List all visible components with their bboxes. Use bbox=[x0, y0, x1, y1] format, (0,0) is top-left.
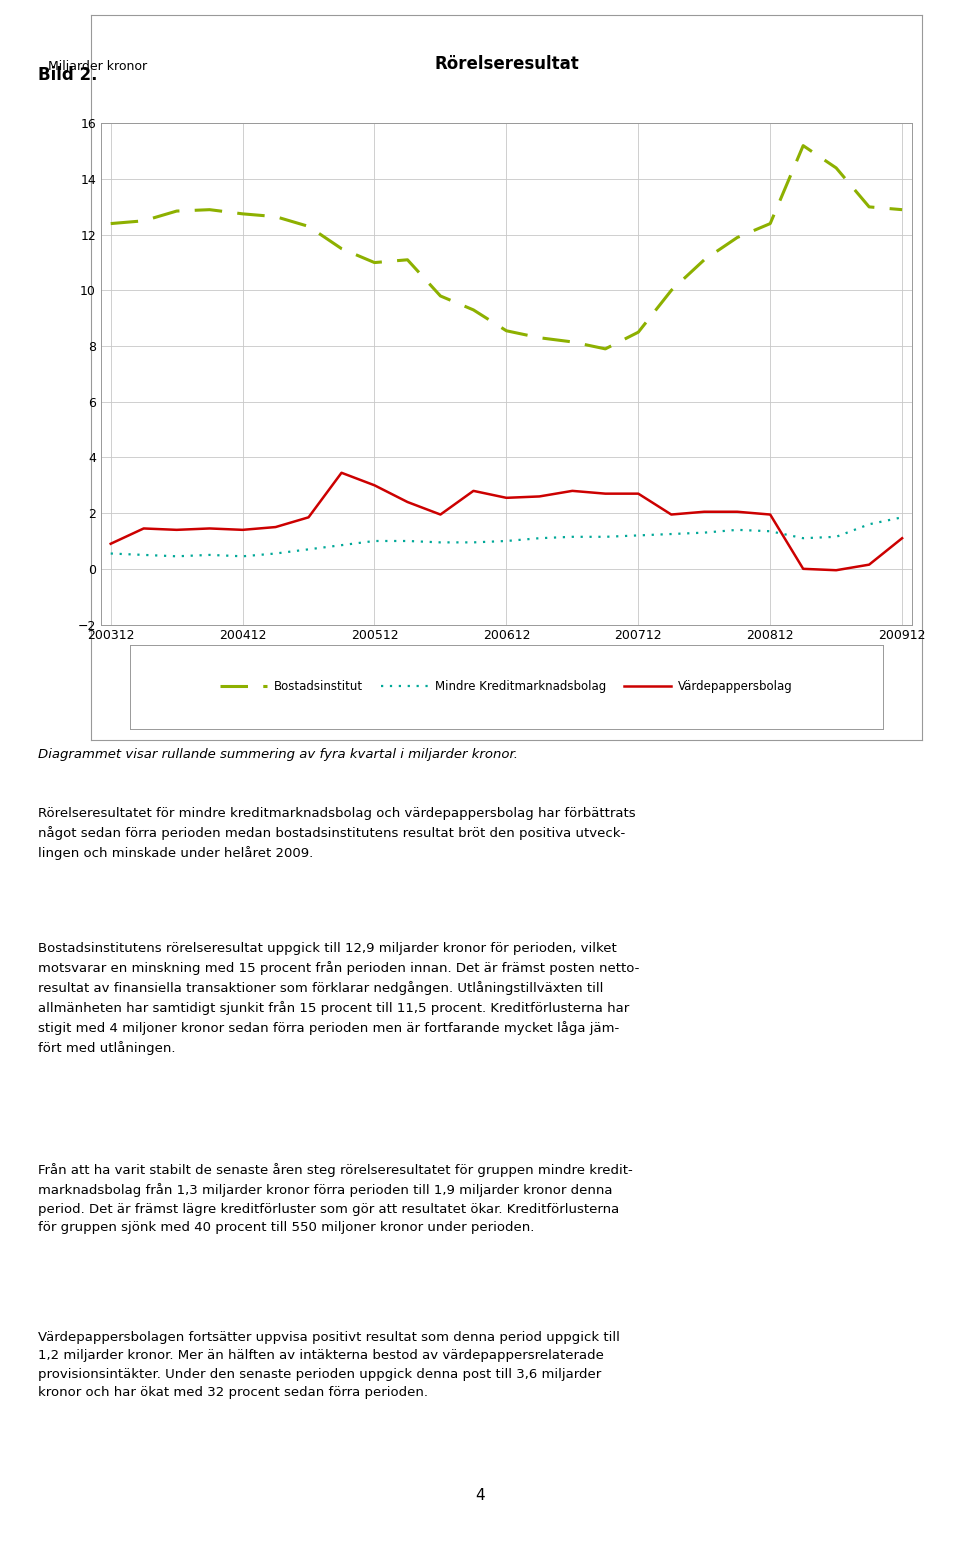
Text: Värdepappersbolagen fortsätter uppvisa positivt resultat som denna period uppgic: Värdepappersbolagen fortsätter uppvisa p… bbox=[38, 1331, 620, 1399]
Text: 4: 4 bbox=[475, 1488, 485, 1503]
Text: Rörelseresultat: Rörelseresultat bbox=[434, 56, 579, 74]
Text: Rörelseresultatet för mindre kreditmarknadsbolag och värdepappersbolag har förbä: Rörelseresultatet för mindre kreditmarkn… bbox=[38, 808, 636, 860]
Text: Från att ha varit stabilt de senaste åren steg rörelseresultatet för gruppen min: Från att ha varit stabilt de senaste åre… bbox=[38, 1163, 634, 1235]
Legend: Bostadsinstitut, Mindre Kreditmarknadsbolag, Värdepappersbolag: Bostadsinstitut, Mindre Kreditmarknadsbo… bbox=[215, 675, 798, 699]
Text: Bostadsinstitutens rörelseresultat uppgick till 12,9 miljarder kronor för period: Bostadsinstitutens rörelseresultat uppgi… bbox=[38, 942, 639, 1055]
Text: Miljarder kronor: Miljarder kronor bbox=[48, 60, 147, 74]
Text: Bild 2.: Bild 2. bbox=[38, 66, 98, 85]
Text: Diagrammet visar rullande summering av fyra kvartal i miljarder kronor.: Diagrammet visar rullande summering av f… bbox=[38, 748, 518, 760]
